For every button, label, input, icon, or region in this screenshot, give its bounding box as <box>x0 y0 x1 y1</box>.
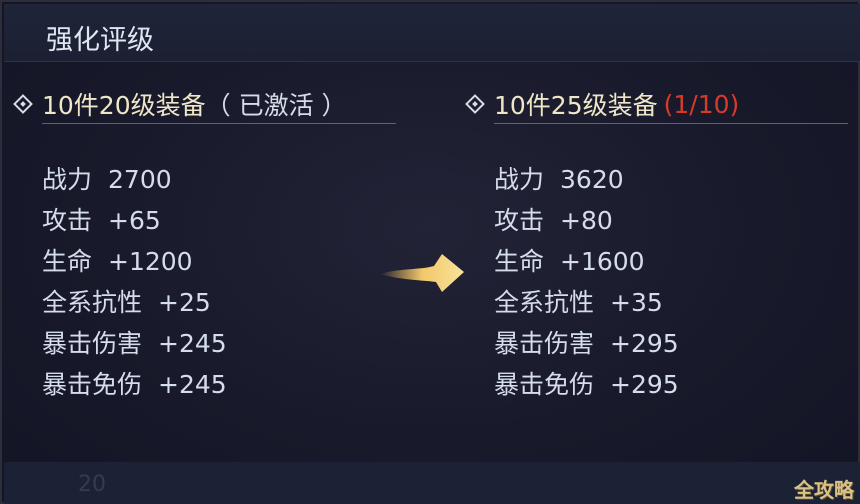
next-tier-header: 10件25级装备 (1/10) <box>465 86 740 122</box>
panel-header: 强化评级 <box>4 4 860 62</box>
stat-value: +1600 <box>560 247 645 276</box>
stat-value: +1200 <box>108 247 193 276</box>
upgrade-arrow-icon <box>380 254 464 292</box>
activated-status: （ 已激活 ） <box>205 91 347 120</box>
panel-title: 强化评级 <box>46 25 154 56</box>
stat-row: 暴击伤害 +245 <box>42 324 227 365</box>
stat-label: 全系抗性 <box>494 288 595 317</box>
stat-row: 暴击伤害 +295 <box>494 324 679 365</box>
divider <box>42 123 396 124</box>
stat-row: 生命 +1200 <box>42 242 227 283</box>
stat-row: 战力 2700 <box>42 160 227 201</box>
stat-label: 战力 <box>42 165 93 194</box>
stat-label: 全系抗性 <box>42 288 143 317</box>
current-stats-list: 战力 2700 攻击 +65 生命 +1200 全系抗性 +25 暴击伤害 +245 暴击免伤 +24… <box>42 160 227 406</box>
stat-row: 全系抗性 +25 <box>42 283 227 324</box>
stat-label: 攻击 <box>42 206 93 235</box>
stat-row: 全系抗性 +35 <box>494 283 679 324</box>
diamond-bullet-icon <box>13 94 33 114</box>
divider <box>494 123 848 124</box>
stat-label: 生命 <box>42 247 93 276</box>
stat-label: 战力 <box>494 165 545 194</box>
stat-row: 战力 3620 <box>494 160 679 201</box>
stat-label: 攻击 <box>494 206 545 235</box>
next-tier-title: 10件25级装备 <box>494 91 658 120</box>
tier-progress: (1/10) <box>663 89 740 119</box>
stat-value: +295 <box>610 370 679 399</box>
stat-row: 攻击 +80 <box>494 201 679 242</box>
stat-value: 3620 <box>560 165 624 194</box>
current-tier-header: 10件20级装备 （ 已激活 ） <box>13 86 347 122</box>
stat-row: 暴击免伤 +245 <box>42 365 227 406</box>
stat-label: 暴击伤害 <box>42 329 143 358</box>
background-level-text: 20 <box>78 472 106 497</box>
stat-value: +245 <box>158 329 227 358</box>
stat-row: 攻击 +65 <box>42 201 227 242</box>
stat-value: +245 <box>158 370 227 399</box>
stat-value: +35 <box>610 288 663 317</box>
stat-value: +25 <box>158 288 211 317</box>
bottom-bar <box>4 462 860 504</box>
stat-label: 生命 <box>494 247 545 276</box>
stat-value: +80 <box>560 206 613 235</box>
diamond-bullet-icon <box>465 94 485 114</box>
stat-row: 生命 +1600 <box>494 242 679 283</box>
stat-value: +295 <box>610 329 679 358</box>
stat-value: +65 <box>108 206 161 235</box>
stat-label: 暴击免伤 <box>494 370 595 399</box>
stat-row: 暴击免伤 +295 <box>494 365 679 406</box>
stat-label: 暴击免伤 <box>42 370 143 399</box>
stat-value: 2700 <box>108 165 172 194</box>
next-stats-list: 战力 3620 攻击 +80 生命 +1600 全系抗性 +35 暴击伤害 +295 暴击免伤 +29… <box>494 160 679 406</box>
current-tier-title: 10件20级装备 <box>42 91 206 120</box>
watermark-logo: 全攻略 <box>794 478 854 502</box>
stat-label: 暴击伤害 <box>494 329 595 358</box>
